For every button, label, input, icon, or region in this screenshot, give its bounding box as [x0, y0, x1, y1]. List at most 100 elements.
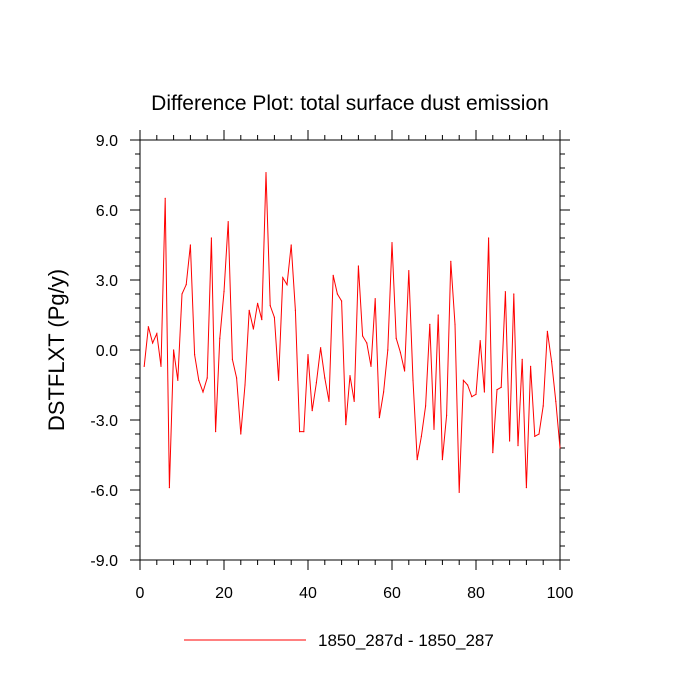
data-point: [299, 431, 301, 433]
x-tick-label: 100: [547, 585, 574, 602]
data-point: [517, 445, 519, 447]
data-point: [374, 298, 376, 300]
x-tick-label: 80: [467, 585, 485, 602]
data-point: [156, 333, 158, 335]
series-group: [143, 172, 561, 493]
data-point: [425, 405, 427, 407]
data-point: [252, 328, 254, 330]
y-tick-label: -3.0: [90, 413, 118, 430]
data-point: [328, 400, 330, 402]
data-point: [555, 400, 557, 402]
data-point: [521, 358, 523, 360]
data-point: [488, 237, 490, 239]
data-point: [395, 337, 397, 339]
data-point: [467, 384, 469, 386]
data-point: [509, 440, 511, 442]
data-point: [320, 347, 322, 349]
x-tick-label: 60: [383, 585, 401, 602]
data-point: [143, 365, 145, 367]
data-point: [160, 365, 162, 367]
data-point: [219, 337, 221, 339]
data-point: [185, 284, 187, 286]
data-point: [387, 349, 389, 351]
data-point: [341, 300, 343, 302]
data-point: [206, 377, 208, 379]
data-point: [173, 349, 175, 351]
data-point: [177, 379, 179, 381]
data-point: [215, 431, 217, 433]
data-point: [446, 414, 448, 416]
data-point: [500, 386, 502, 388]
data-point: [194, 354, 196, 356]
x-tick-label: 40: [299, 585, 317, 602]
tick-labels: 0 20 40 60 80 100 -9.0 -6.0 -3.0 0.0 3.0 6.0 9.0: [90, 133, 573, 602]
data-point: [496, 389, 498, 391]
y-tick-label: 0.0: [96, 343, 118, 360]
data-point: [450, 260, 452, 262]
data-point: [202, 391, 204, 393]
data-point: [257, 302, 259, 304]
data-point: [198, 379, 200, 381]
data-point: [168, 487, 170, 489]
data-point: [483, 391, 485, 393]
data-point: [210, 237, 212, 239]
data-point: [542, 405, 544, 407]
data-point: [479, 340, 481, 342]
data-point: [362, 335, 364, 337]
data-point: [534, 435, 536, 437]
data-point: [244, 384, 246, 386]
data-point: [189, 244, 191, 246]
data-point: [236, 377, 238, 379]
data-point: [248, 309, 250, 311]
data-point: [261, 319, 263, 321]
data-point: [454, 323, 456, 325]
plot-frame: [139, 139, 561, 561]
y-tick-label: 9.0: [96, 133, 118, 150]
data-point: [437, 314, 439, 316]
data-point: [378, 417, 380, 419]
data-point: [391, 242, 393, 244]
data-point: [290, 244, 292, 246]
data-point: [294, 309, 296, 311]
data-point: [353, 400, 355, 402]
legend: 1850_287d - 1850_287: [184, 631, 494, 650]
y-tick-label: 3.0: [96, 273, 118, 290]
data-point: [303, 431, 305, 433]
data-point: [530, 365, 532, 367]
data-point: [273, 316, 275, 318]
data-point: [513, 293, 515, 295]
data-point: [538, 433, 540, 435]
data-point: [475, 393, 477, 395]
data-point: [286, 284, 288, 286]
data-point: [181, 293, 183, 295]
data-point: [336, 293, 338, 295]
data-point: [546, 330, 549, 332]
data-point: [227, 221, 229, 223]
data-point: [147, 326, 149, 328]
data-point: [349, 375, 351, 377]
data-point: [441, 459, 443, 461]
data-point: [412, 379, 414, 381]
data-point: [551, 361, 553, 363]
data-point: [231, 358, 233, 360]
data-point: [265, 172, 267, 174]
x-tick-label: 20: [215, 585, 233, 602]
data-point: [345, 424, 347, 426]
data-point: [278, 379, 280, 381]
x-tick-label: 0: [136, 585, 145, 602]
data-point: [164, 197, 166, 199]
data-point: [416, 459, 418, 461]
data-point: [399, 351, 401, 353]
data-point: [282, 277, 284, 279]
data-point: [311, 410, 313, 412]
y-tick-label: 6.0: [96, 203, 118, 220]
data-point: [492, 452, 494, 454]
data-point: [315, 382, 317, 384]
data-point: [307, 354, 309, 356]
axis-ticks: [130, 130, 570, 570]
data-point: [433, 428, 435, 430]
data-point: [408, 270, 410, 272]
y-axis-label: DSTFLXT (Pg/y): [44, 269, 69, 431]
data-point: [458, 491, 460, 493]
